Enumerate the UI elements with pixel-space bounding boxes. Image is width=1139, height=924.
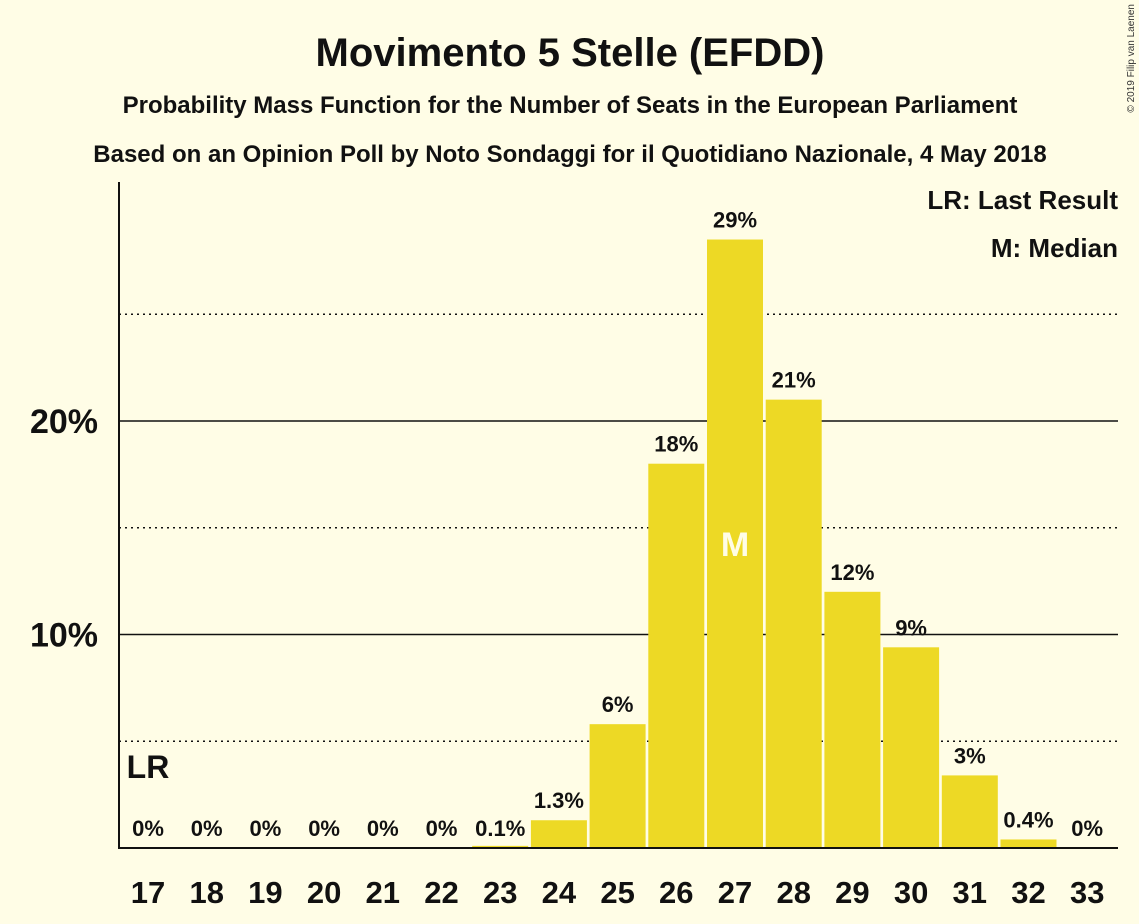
x-tick-label-28: 28 [776, 875, 810, 910]
x-tick-label-17: 17 [131, 875, 165, 910]
bar-23 [472, 845, 529, 848]
x-tick-label-21: 21 [366, 875, 400, 910]
x-tick-label-33: 33 [1070, 875, 1104, 910]
chart-subtitle-2: Based on an Opinion Poll by Noto Sondagg… [93, 141, 1046, 168]
bar-24 [530, 820, 587, 848]
chart-title: Movimento 5 Stelle (EFDD) [316, 31, 825, 75]
x-tick-label-27: 27 [718, 875, 752, 910]
x-tick-label-25: 25 [600, 875, 634, 910]
data-label-20: 0% [308, 816, 340, 841]
chart-subtitle-1: Probability Mass Function for the Number… [123, 92, 1018, 119]
median-marker: M [721, 526, 749, 564]
x-tick-label-22: 22 [424, 875, 458, 910]
data-label-28: 21% [772, 368, 816, 393]
data-label-25: 6% [602, 692, 634, 717]
y-tick-label: 20% [30, 403, 98, 441]
data-label-32: 0.4% [1003, 807, 1053, 832]
bar-25 [589, 724, 646, 848]
bar-28 [765, 399, 822, 848]
data-label-26: 18% [654, 432, 698, 457]
data-label-27: 29% [713, 208, 757, 233]
bar-29 [824, 591, 881, 848]
x-tick-label-29: 29 [835, 875, 869, 910]
data-label-23: 0.1% [475, 816, 525, 841]
data-labels: 0% LR 0% 0% 0% 0% 0% 0.1% 1.3% 6% 18% 29% M 21% 12% 9% 3… [127, 208, 1103, 841]
bar-27 [707, 239, 763, 848]
copyright-notice: © 2019 Filip van Laenen [1126, 4, 1137, 113]
bar-32 [1000, 839, 1057, 848]
data-label-24: 1.3% [534, 788, 584, 813]
legend-last-result: LR: Last Result [927, 185, 1118, 215]
bar-30 [883, 647, 940, 848]
data-label-30: 9% [895, 615, 927, 640]
data-label-17: 0% [132, 816, 164, 841]
data-label-31: 3% [954, 743, 986, 768]
gridlines [119, 313, 1118, 742]
data-label-29: 12% [830, 560, 874, 585]
x-tick-label-18: 18 [189, 875, 223, 910]
x-tick-label-19: 19 [248, 875, 282, 910]
data-label-19: 0% [250, 816, 282, 841]
x-tick-label-31: 31 [953, 875, 987, 910]
x-tick-label-32: 32 [1011, 875, 1045, 910]
bar-26 [648, 463, 705, 848]
x-tick-label-23: 23 [483, 875, 517, 910]
bar-31 [941, 775, 998, 848]
x-tick-label-30: 30 [894, 875, 928, 910]
axes: 10% 20% 17 18 19 20 21 22 23 24 25 26 27 28 29 30 31 32 33 [30, 182, 1118, 910]
data-label-22: 0% [426, 816, 458, 841]
bars [472, 239, 1057, 848]
last-result-marker: LR [127, 749, 170, 785]
y-tick-label: 10% [30, 617, 98, 655]
x-tick-label-24: 24 [542, 875, 577, 910]
x-tick-label-26: 26 [659, 875, 693, 910]
data-label-33: 0% [1071, 816, 1103, 841]
legend-median: M: Median [991, 233, 1118, 263]
data-label-18: 0% [191, 816, 223, 841]
data-label-21: 0% [367, 816, 399, 841]
x-tick-label-20: 20 [307, 875, 341, 910]
